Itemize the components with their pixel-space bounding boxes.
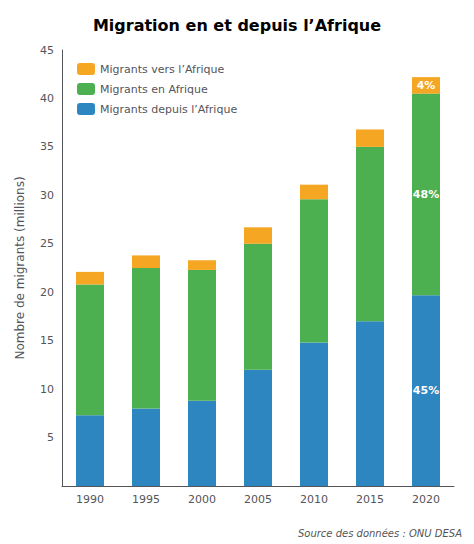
svg-text:30: 30: [40, 189, 54, 202]
svg-text:5: 5: [47, 431, 54, 444]
svg-text:48%: 48%: [413, 188, 439, 201]
svg-text:10: 10: [40, 383, 54, 396]
svg-text:45%: 45%: [413, 384, 439, 397]
svg-text:2010: 2010: [300, 493, 328, 506]
svg-text:20: 20: [40, 286, 54, 299]
svg-text:Source des données : ONU DESA: Source des données : ONU DESA: [298, 528, 462, 539]
svg-text:Migrants depuis l’Afrique: Migrants depuis l’Afrique: [100, 103, 237, 116]
svg-text:25: 25: [40, 237, 54, 250]
svg-text:45: 45: [40, 44, 54, 57]
svg-text:1990: 1990: [76, 493, 104, 506]
svg-text:Migrants vers l’Afrique: Migrants vers l’Afrique: [100, 63, 224, 76]
svg-text:35: 35: [40, 140, 54, 153]
svg-text:2020: 2020: [412, 493, 440, 506]
svg-text:2015: 2015: [356, 493, 384, 506]
svg-text:1995: 1995: [132, 493, 160, 506]
svg-text:Nombre de migrants (millions): Nombre de migrants (millions): [13, 176, 27, 359]
svg-text:2005: 2005: [244, 493, 272, 506]
svg-text:Migration en et depuis l’Afriq: Migration en et depuis l’Afrique: [93, 16, 381, 35]
svg-text:Migrants en Afrique: Migrants en Afrique: [100, 83, 208, 96]
svg-text:40: 40: [40, 92, 54, 105]
svg-text:15: 15: [40, 334, 54, 347]
svg-text:2000: 2000: [188, 493, 216, 506]
svg-text:4%: 4%: [417, 79, 436, 92]
